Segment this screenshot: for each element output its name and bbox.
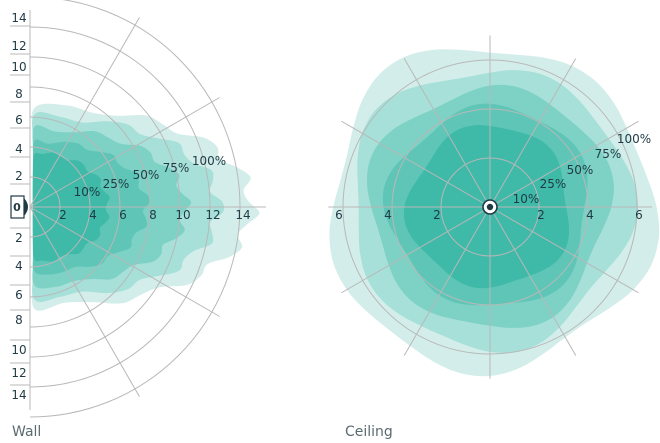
- ceiling-x-tick-label: 2: [433, 208, 441, 222]
- wall-grid-radial: [29, 206, 220, 317]
- wall-x-tick-label: 12: [205, 208, 220, 222]
- wall-y-tick-label: 10: [11, 60, 26, 74]
- wall-y-tick-label: 4: [15, 259, 23, 273]
- wall-caption: Wall: [12, 424, 41, 440]
- ceiling-x-tick-label: 4: [384, 208, 392, 222]
- ceiling-x-tick-label: 4: [586, 208, 594, 222]
- wall-y-tick-label: 12: [11, 39, 26, 53]
- ceiling-zone-label: 75%: [595, 147, 622, 161]
- wall-y-tick-label: 14: [11, 388, 26, 402]
- ceiling-zone-label: 100%: [617, 132, 651, 146]
- wall-x-tick-label: 8: [149, 208, 157, 222]
- wall-y-tick-label: 4: [15, 142, 23, 156]
- wall-y-tick-label: 8: [15, 313, 23, 327]
- ceiling-zone-label: 10%: [513, 192, 540, 206]
- ceiling-coverage-panel: 6 4 2 2 4 6 10%25%50%75%100%: [328, 35, 660, 379]
- wall-grid-radial: [29, 206, 140, 397]
- wall-grid: [29, 0, 266, 418]
- ceiling-zone-label: 25%: [540, 177, 567, 191]
- wall-coverage-panel: 14 12 10 8 6 4 2 2 4 6 8 10 12 14 2 4 6 8 10 12 14 10%25%50% 7…: [10, 0, 266, 418]
- ceiling-x-tick-label: 6: [335, 208, 343, 222]
- wall-x-tick-label: 14: [235, 208, 250, 222]
- wall-zone-label: 75%: [163, 161, 190, 175]
- wall-y-tick-label: 14: [11, 11, 26, 25]
- wall-x-tick-label: 4: [89, 208, 97, 222]
- wall-grid-radial: [29, 97, 220, 208]
- ceiling-zone-label: 50%: [567, 163, 594, 177]
- wall-zone-label: 25%: [103, 177, 130, 191]
- wall-y-tick-label: 2: [15, 231, 23, 245]
- wall-sensor-icon: [24, 198, 28, 216]
- wall-x-tick-label: 2: [59, 208, 67, 222]
- wall-zone-label: 50%: [133, 168, 160, 182]
- wall-sensor-label: 0: [13, 201, 21, 214]
- ceiling-x-tick-label: 2: [537, 208, 545, 222]
- wall-y-tick-label: 2: [15, 169, 23, 183]
- wall-y-tick-label: 6: [15, 288, 23, 302]
- wall-x-tick-label: 10: [175, 208, 190, 222]
- wall-y-tick-label: 10: [11, 343, 26, 357]
- wall-y-tick-label: 12: [11, 366, 26, 380]
- wall-zone-label: 100%: [192, 154, 226, 168]
- ceiling-caption: Ceiling: [345, 424, 393, 440]
- wall-x-tick-label: 6: [119, 208, 127, 222]
- wall-grid-radial: [29, 17, 140, 208]
- wall-y-tick-label: 8: [15, 87, 23, 101]
- ceiling-x-tick-label: 6: [635, 208, 643, 222]
- ceiling-sensor-dot: [486, 203, 494, 211]
- wall-zone-label: 10%: [74, 185, 101, 199]
- wall-y-tick-label: 6: [15, 113, 23, 127]
